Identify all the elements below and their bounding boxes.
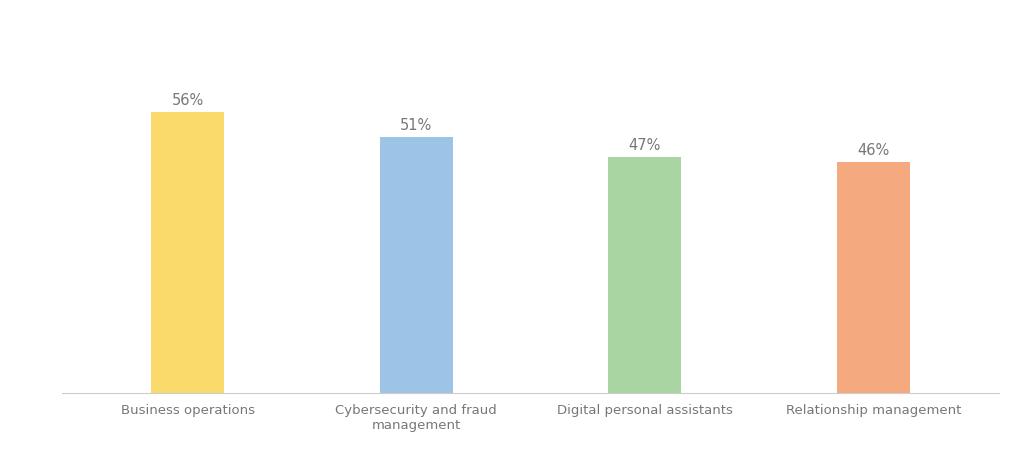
Text: 51%: 51%: [400, 118, 433, 134]
Text: 47%: 47%: [628, 139, 661, 153]
Text: 56%: 56%: [171, 93, 204, 109]
Bar: [608, 158, 681, 393]
Bar: [836, 163, 909, 393]
Bar: [380, 138, 453, 393]
Bar: [151, 112, 225, 393]
Text: 46%: 46%: [857, 144, 890, 158]
